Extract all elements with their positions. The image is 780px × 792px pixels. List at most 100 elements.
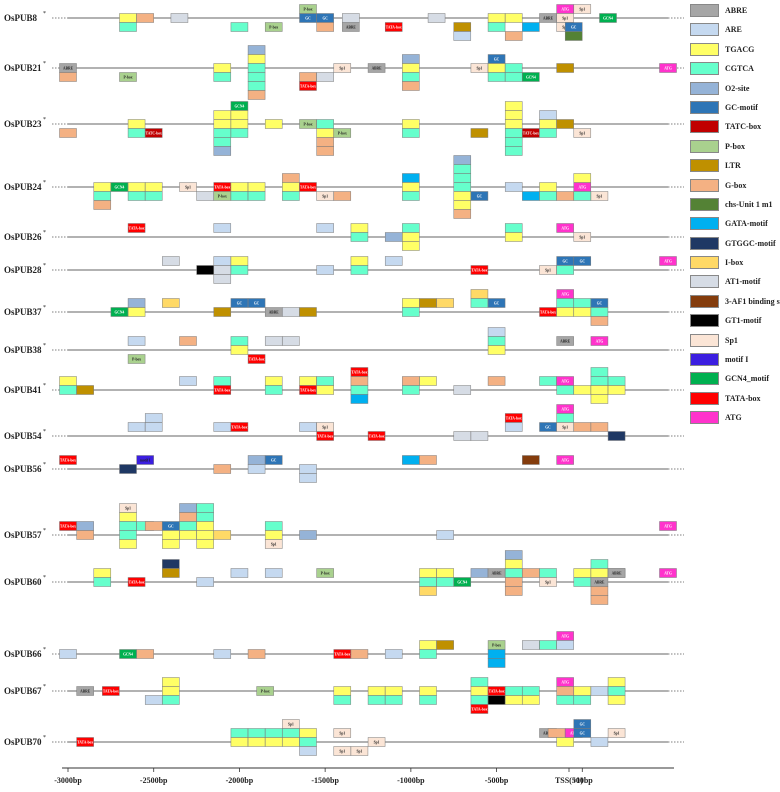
gene-row-ospub60: OsPUB60 * TATA-box P-box GCN4 ABRE Sp1 ABRE ABRE… xyxy=(4,550,684,605)
element-label: ATG xyxy=(561,293,569,297)
element-gc-motif xyxy=(573,256,592,266)
element-cgtca xyxy=(350,265,369,275)
element-label: TATA-box xyxy=(300,85,316,89)
element-are xyxy=(504,182,523,192)
element-label: ABRE xyxy=(346,26,357,30)
element-at1-motif xyxy=(264,336,283,346)
gene-label: OsPUB57 xyxy=(4,530,42,540)
element-sp1 xyxy=(316,422,334,432)
element-gc-motif xyxy=(230,298,249,308)
element-cgtca xyxy=(419,695,437,705)
element-atg xyxy=(659,521,677,531)
element-tgacg xyxy=(504,559,523,569)
element-label: Sp1 xyxy=(322,195,328,199)
element-at1-motif xyxy=(282,307,300,317)
element-label: TATC-box xyxy=(146,132,162,136)
gene-marker: * xyxy=(43,429,46,435)
element-cgtca xyxy=(556,265,574,275)
gene-marker: * xyxy=(43,180,46,186)
element-sp1 xyxy=(573,232,592,242)
element-cgtca xyxy=(144,191,163,201)
element-cgtca xyxy=(487,72,506,82)
element-label: TATA-box xyxy=(77,741,93,745)
element-o2-site xyxy=(179,503,197,513)
axis-tick-label: -3000bp xyxy=(54,776,82,785)
element-are xyxy=(213,256,232,266)
gene-label: OsPUB70 xyxy=(4,737,42,747)
element-label: GC xyxy=(254,302,260,306)
element-g-box xyxy=(59,72,77,82)
element-label: TATA-box xyxy=(129,227,145,231)
gene-row-ospub57: OsPUB57 * TATA-box Sp1 GC Sp1 ATG xyxy=(4,503,684,549)
element-label: Sp1 xyxy=(597,195,603,199)
element-tata-box xyxy=(384,22,403,32)
element-cgtca xyxy=(247,63,266,73)
element-o2-site xyxy=(299,530,317,540)
element-i-box xyxy=(470,289,489,299)
element-g-box xyxy=(402,376,420,386)
element-cgtca xyxy=(230,22,249,32)
element-cgtca xyxy=(247,191,266,201)
element-are xyxy=(264,568,283,578)
gene-marker: * xyxy=(43,61,46,67)
legend-swatch xyxy=(690,42,719,56)
element-label: TATA-box xyxy=(60,459,76,463)
element-o2-site xyxy=(453,155,472,165)
legend-item: chs-Unit 1 m1 xyxy=(688,196,780,215)
element-tgacg xyxy=(539,182,557,192)
legend-item: LTR xyxy=(688,157,780,176)
element-cgtca xyxy=(247,728,266,738)
gene-label: OsPUB41 xyxy=(4,385,42,395)
legend-swatch xyxy=(690,81,719,95)
legend-swatch xyxy=(690,314,719,328)
element-at1-motif xyxy=(170,13,189,23)
element-gata-motif xyxy=(522,191,540,201)
element-label: P-box xyxy=(338,132,347,136)
element-at1-motif xyxy=(282,336,300,346)
element-cgtca xyxy=(93,577,112,587)
element-cgtca xyxy=(607,686,626,696)
element-tgacg xyxy=(196,521,214,531)
element-label: TATA-box xyxy=(386,26,402,30)
legend-item: I-box xyxy=(688,254,780,273)
legend-item: 3-AF1 binding site xyxy=(688,293,780,312)
element-ltr xyxy=(299,307,317,317)
element-are xyxy=(590,686,609,696)
element-label: Sp1 xyxy=(339,750,345,754)
gene-label: OsPUB66 xyxy=(4,649,42,659)
element-g-box xyxy=(556,191,574,201)
element-sp1 xyxy=(333,728,352,738)
element-label: TATA-box xyxy=(471,269,487,273)
element-tgacg xyxy=(350,223,369,233)
element-ltr xyxy=(470,128,489,138)
legend-label: ATG xyxy=(725,413,742,423)
element-cgtca xyxy=(282,728,300,738)
element-cgtca xyxy=(539,191,557,201)
gene-row-ospub28: OsPUB28 * TATA-box Sp1 GC GC ATG xyxy=(4,256,684,284)
element-gt1-motif xyxy=(196,265,214,275)
element-gata-motif xyxy=(402,173,420,183)
element-tgacg xyxy=(419,568,437,578)
element-cgtca xyxy=(470,298,489,308)
element-abre xyxy=(607,568,626,578)
element-label: TATA-box xyxy=(540,311,556,315)
element-are xyxy=(384,256,403,266)
gene-row-ospub67: OsPUB67 * ABRE TATA-box P-box TATA-box TATA-bo… xyxy=(4,677,684,714)
legend-label: P-box xyxy=(725,141,745,151)
legend-label: 3-AF1 binding site xyxy=(725,296,780,306)
gene-row-ospub37: OsPUB37 * GCN4 GC GC ABRE GC TATA-box ATG GC xyxy=(4,289,684,326)
element-label: TATA-box xyxy=(249,358,265,362)
element-are xyxy=(299,473,317,483)
element-are xyxy=(436,530,454,540)
element-cgtca xyxy=(573,298,592,308)
element-tgacg xyxy=(230,182,249,192)
element-label: TATC-box xyxy=(523,132,539,136)
element-sp1 xyxy=(179,182,197,192)
element-g-box xyxy=(76,530,94,540)
legend-item: TATC-box xyxy=(688,118,780,137)
element-label: Sp1 xyxy=(545,269,551,273)
element-cgtca xyxy=(504,72,523,82)
element-at1-motif xyxy=(470,431,489,441)
element-tatc-box xyxy=(144,128,163,138)
